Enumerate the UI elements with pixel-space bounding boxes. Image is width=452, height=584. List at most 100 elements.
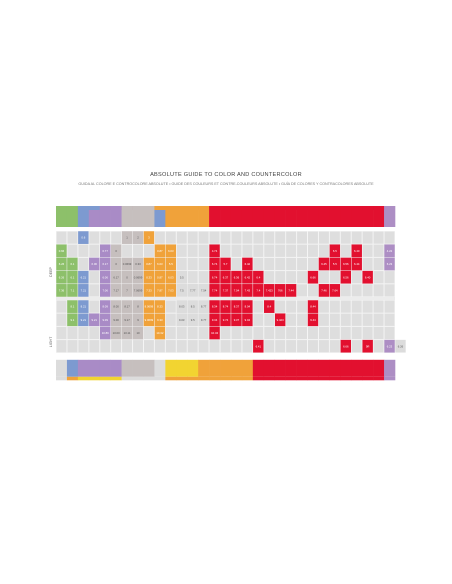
grid-cell-swatch bbox=[121, 300, 133, 313]
grid-cell-empty bbox=[285, 313, 297, 327]
grid-cell-empty bbox=[296, 283, 308, 297]
bottom-band-cell bbox=[110, 359, 122, 377]
grid-cell-swatch bbox=[78, 284, 89, 297]
grid-cell-code: 6.21 bbox=[81, 275, 87, 279]
top-band-cell bbox=[351, 210, 363, 227]
grid-cell-empty bbox=[56, 231, 67, 245]
bottom-band-cell bbox=[56, 359, 68, 377]
grid-cell-code: 6.56 bbox=[343, 262, 349, 266]
top-band-cell bbox=[274, 210, 286, 227]
grid-cell-code: 7.17 bbox=[113, 289, 119, 293]
grid-cell-swatch bbox=[340, 339, 352, 353]
grid-cell-swatch bbox=[209, 244, 220, 258]
grid-cell-swatch bbox=[99, 270, 111, 284]
grid-cell-code: 6.40 bbox=[365, 275, 371, 279]
grid-cell-code: 8.4 bbox=[267, 305, 271, 309]
grid-cell-empty bbox=[296, 300, 308, 314]
top-band-cell bbox=[198, 210, 210, 227]
grid-cell-code: 7.21 bbox=[81, 289, 87, 293]
grid-cell-swatch bbox=[99, 284, 111, 297]
grid-cell-empty bbox=[230, 231, 242, 245]
grid-cell-code: 10.34 bbox=[211, 331, 218, 335]
bottom-band-cell bbox=[362, 359, 374, 377]
grid-cell-empty bbox=[220, 339, 231, 353]
grid-cell-swatch bbox=[143, 270, 155, 284]
grid-cell-code: 0.0699 bbox=[134, 275, 143, 279]
grid-cell-swatch bbox=[99, 326, 111, 340]
bottom-band-cell bbox=[121, 376, 133, 381]
grid-cell-code: 6.37 bbox=[223, 275, 229, 279]
bottom-band-cell bbox=[154, 359, 166, 377]
grid-cell-empty bbox=[241, 326, 253, 340]
grid-cell-code: 7.36 bbox=[59, 289, 65, 293]
grid-cell-empty bbox=[252, 313, 264, 327]
top-band-cell bbox=[340, 210, 352, 227]
grid-cell-empty bbox=[110, 231, 122, 245]
grid-cell-code: 0.87 bbox=[146, 262, 152, 266]
grid-cell-code: 7.46 bbox=[321, 289, 327, 293]
grid-cell-empty bbox=[296, 326, 308, 340]
grid-cell-code: 9.17 bbox=[124, 318, 130, 322]
grid-cell-swatch bbox=[384, 339, 395, 353]
top-band-cell bbox=[285, 206, 297, 210]
top-band-cell bbox=[362, 206, 374, 210]
grid-cell-empty bbox=[176, 339, 188, 353]
bottom-band-cell bbox=[307, 359, 319, 377]
top-band-cell bbox=[230, 206, 243, 210]
page-subtitle: GUIDA AL COLORE E CONTROCOLORE ABSOLUTE … bbox=[78, 182, 374, 186]
top-band-cell bbox=[274, 206, 286, 210]
grid-cell-empty bbox=[318, 231, 330, 245]
grid-cell-empty bbox=[384, 313, 395, 327]
grid-cell-code: 7.5 bbox=[180, 289, 184, 293]
grid-cell-code: 7.74 bbox=[212, 289, 218, 293]
grid-cell-swatch bbox=[318, 257, 330, 271]
grid-cell-empty bbox=[198, 244, 210, 258]
bottom-band-cell bbox=[230, 359, 243, 377]
grid-cell-code: 8.77 bbox=[201, 305, 207, 309]
grid-cell-empty bbox=[198, 326, 210, 340]
grid-cell-code: 0.6 bbox=[81, 236, 85, 240]
grid-cell-empty bbox=[154, 231, 166, 245]
top-band-cell bbox=[252, 210, 265, 227]
grid-cell-swatch bbox=[231, 284, 242, 297]
grid-cell-empty bbox=[77, 244, 89, 258]
grid-cell-empty bbox=[263, 313, 275, 327]
grid-cell-swatch bbox=[132, 300, 144, 313]
grid-cell-empty bbox=[285, 339, 297, 353]
grid-cell-empty bbox=[165, 231, 177, 245]
top-band-cell bbox=[56, 210, 68, 227]
grid-cell-code: 0.87 bbox=[157, 275, 163, 279]
bottom-band-cell bbox=[351, 376, 363, 381]
grid-cell-swatch bbox=[99, 300, 111, 313]
grid-cell-swatch bbox=[242, 270, 253, 284]
grid-cell-swatch bbox=[110, 326, 122, 340]
grid-cell-swatch bbox=[384, 244, 395, 258]
grid-cell-code: 0 bbox=[126, 275, 128, 279]
grid-cell-empty bbox=[263, 244, 275, 258]
grid-cell-swatch bbox=[209, 257, 220, 271]
grid-cell-swatch bbox=[231, 270, 242, 284]
grid-cell-code: 6.03 bbox=[157, 262, 163, 266]
grid-cell-empty bbox=[373, 270, 385, 284]
grid-cell-empty bbox=[77, 339, 89, 353]
grid-cell-empty bbox=[176, 326, 188, 340]
top-band-cell bbox=[187, 206, 199, 210]
grid-cell-empty bbox=[318, 326, 330, 340]
grid-cell-swatch bbox=[264, 300, 275, 313]
grid-cell-empty bbox=[209, 339, 221, 353]
grid-cell-empty bbox=[56, 313, 67, 327]
bottom-band-cell bbox=[296, 376, 308, 381]
bottom-band-cell bbox=[241, 359, 254, 377]
grid-cell-code: 9.03 bbox=[179, 318, 185, 322]
top-band-cell bbox=[88, 210, 101, 227]
grid-cell-empty bbox=[307, 339, 319, 353]
grid-cell-empty bbox=[187, 257, 199, 271]
grid-cell-code: 6.74 bbox=[212, 275, 218, 279]
grid-cell-empty bbox=[66, 339, 78, 353]
grid-cell-empty bbox=[198, 231, 210, 245]
grid-cell-code: 0.87 bbox=[157, 249, 163, 253]
grid-cell-empty bbox=[329, 326, 341, 340]
grid-cell-code: 10.11 bbox=[124, 331, 131, 335]
grid-cell-code: 6.1 bbox=[70, 262, 74, 266]
grid-cell-empty bbox=[230, 257, 242, 271]
